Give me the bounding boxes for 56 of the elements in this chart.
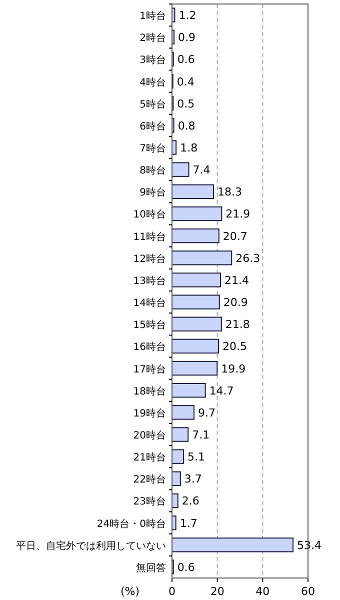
y-tick-label: 20時台	[133, 430, 166, 442]
y-tick-label: 17時台	[133, 363, 166, 376]
x-tick-label: 60	[301, 585, 315, 598]
y-tick-label: 22時台	[133, 474, 166, 486]
data-label: 1.8	[180, 142, 198, 154]
y-tick-label: 14時台	[133, 297, 166, 310]
data-label: 0.6	[177, 560, 195, 574]
data-label: 19.9	[221, 362, 246, 376]
data-label: 21.8	[225, 318, 250, 332]
y-tick-label: 3時台	[140, 54, 166, 66]
data-label: 3.7	[184, 472, 202, 486]
x-tick-label: 40	[256, 585, 270, 598]
y-tick-label: 13時台	[133, 274, 166, 287]
y-tick-label: 15時台	[133, 319, 166, 332]
y-tick-label: 16時台	[133, 341, 166, 354]
data-label: 0.5	[177, 97, 195, 110]
y-tick-label: 7時台	[140, 142, 166, 154]
data-label: 2.6	[182, 494, 200, 508]
data-label: 14.7	[209, 384, 234, 398]
y-tick-label: 5時台	[140, 98, 166, 110]
data-label: 7.4	[192, 164, 210, 177]
data-label: 7.1	[192, 428, 210, 442]
data-label: 9.7	[198, 406, 216, 420]
data-label: 21.9	[226, 208, 250, 221]
data-label: 26.3	[236, 252, 260, 265]
y-tick-label: 8時台	[140, 164, 166, 177]
y-tick-label: 1時台	[140, 10, 166, 22]
y-tick-label: 4時台	[140, 76, 166, 88]
data-label: 0.9	[178, 31, 196, 44]
data-label: 20.9	[223, 296, 248, 310]
data-label: 20.5	[222, 340, 247, 354]
y-tick-label: 21時台	[133, 452, 166, 464]
y-tick-label: 11時台	[133, 230, 166, 243]
data-label: 1.7	[180, 516, 198, 530]
data-label: 21.4	[224, 274, 250, 287]
y-tick-label: 10時台	[133, 208, 166, 221]
y-tick-label: 無回答	[136, 562, 166, 574]
y-tick-label: 6時台	[140, 120, 166, 132]
y-tick-label: 平日、自宅外では利用していない	[16, 540, 166, 552]
x-axis-title: (%)	[120, 585, 140, 598]
data-label: 0.8	[178, 119, 196, 132]
y-tick-label: 9時台	[140, 186, 166, 199]
y-tick-label: 23時台	[133, 496, 166, 508]
data-label: 18.3	[217, 186, 242, 199]
x-tick-label: 0	[168, 585, 176, 598]
y-tick-label: 18時台	[133, 385, 166, 398]
data-label: 1.2	[178, 9, 196, 22]
x-tick-label: 20	[210, 585, 224, 598]
y-tick-label: 2時台	[140, 32, 166, 44]
y-tick-label: 24時台・0時台	[96, 518, 166, 530]
data-label: 5.1	[188, 450, 206, 464]
data-label: 20.7	[222, 230, 248, 243]
data-label: 0.6	[177, 53, 195, 66]
data-label: 0.4	[176, 75, 194, 88]
y-tick-label: 12時台	[133, 252, 166, 265]
y-tick-label: 19時台	[133, 407, 166, 420]
